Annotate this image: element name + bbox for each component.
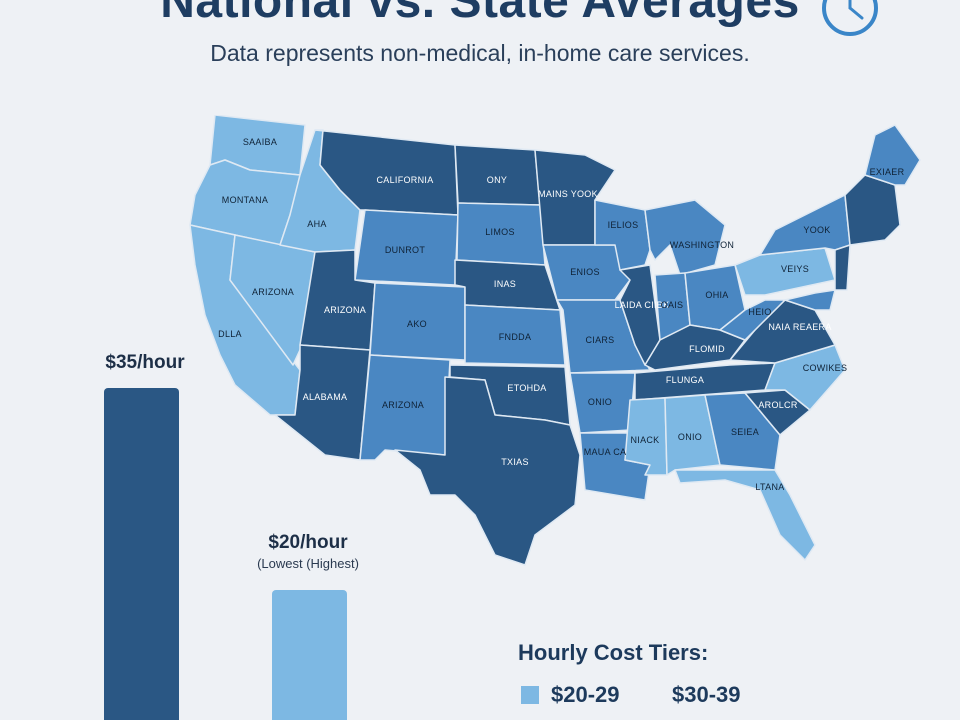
label-co: AKO <box>407 319 427 329</box>
label-ny: YOOK <box>803 225 830 235</box>
label-fl: LTANA <box>755 482 784 492</box>
label-id: AHA <box>307 219 326 229</box>
label-oh: OHIA <box>705 290 728 300</box>
state-me <box>864 124 921 186</box>
label-nv: ARIZONA <box>252 287 294 297</box>
legend-title: Hourly Cost Tiers: <box>518 640 709 665</box>
label-al: ONIO <box>678 432 702 442</box>
label-pa: VEIYS <box>781 264 809 274</box>
label-or: MONTANA <box>222 195 268 205</box>
label-ms: NIACK <box>630 435 659 445</box>
national-bar <box>104 388 179 720</box>
lowest-bar-value: $20/hour <box>268 532 348 553</box>
label-az: ALABAMA <box>303 392 348 402</box>
legend-swatch-low <box>521 686 539 704</box>
page-subtitle: Data represents non-medical, in-home car… <box>210 40 750 66</box>
label-nc: COWIKES <box>803 363 848 373</box>
label-ca: DLLA <box>218 329 242 339</box>
label-mt: CALIFORNIA <box>376 175 433 185</box>
page-title: National vs. State Averages <box>160 0 800 28</box>
label-sc: AROLCR <box>758 400 798 410</box>
state-ks <box>464 304 566 366</box>
label-mn: MAINS YOOK <box>538 189 598 199</box>
label-ia: ENIOS <box>570 267 600 277</box>
label-la: MAUA CA <box>584 447 627 457</box>
label-nd: ONY <box>487 175 507 185</box>
label-wv: HEIO <box>748 307 771 317</box>
label-ut: ARIZONA <box>324 305 366 315</box>
label-me: EXIAER <box>870 167 905 177</box>
us-map: SAAIBA MONTANA DLLA ARIZONA AHA CALIFORN… <box>189 115 921 566</box>
label-ar: ONIO <box>588 397 612 407</box>
label-nm: ARIZONA <box>382 400 424 410</box>
state-nj <box>834 244 851 291</box>
legend-item-high: $30-39 <box>672 682 741 707</box>
clock-icon <box>822 0 878 36</box>
state-fl <box>674 469 816 561</box>
state-ga <box>704 392 781 471</box>
label-ne: INAS <box>494 279 516 289</box>
label-wi: IELIOS <box>608 220 639 230</box>
label-ky: FLOMID <box>689 344 725 354</box>
national-bar-value: $35/hour <box>105 352 185 373</box>
state-al <box>664 394 721 476</box>
label-tn: FLUNGA <box>666 375 704 385</box>
label-ks: FNDDA <box>499 332 532 342</box>
state-nm <box>359 354 451 461</box>
lowest-bar-note: (Lowest (Highest) <box>257 556 359 571</box>
label-mi: WASHINGTON <box>670 240 735 250</box>
state-mi <box>644 199 726 276</box>
state-tx <box>394 376 581 566</box>
label-mo: CIARS <box>585 335 614 345</box>
label-wa: SAAIBA <box>243 137 277 147</box>
label-wy: DUNROT <box>385 245 425 255</box>
label-ok: ETOHDA <box>507 383 546 393</box>
label-il: LAIDA CIIBK <box>615 300 670 310</box>
label-in: OAIS <box>661 300 684 310</box>
state-il <box>619 264 661 366</box>
label-va: NAIA REAERA <box>768 322 831 332</box>
lowest-bar <box>272 590 347 720</box>
label-tx: TXIAS <box>501 457 529 467</box>
label-ga: SEIEA <box>731 427 759 437</box>
label-sd: LIMOS <box>485 227 515 237</box>
state-md <box>784 289 836 311</box>
legend-item-low: $20-29 <box>551 682 620 707</box>
state-new-england <box>844 174 901 246</box>
